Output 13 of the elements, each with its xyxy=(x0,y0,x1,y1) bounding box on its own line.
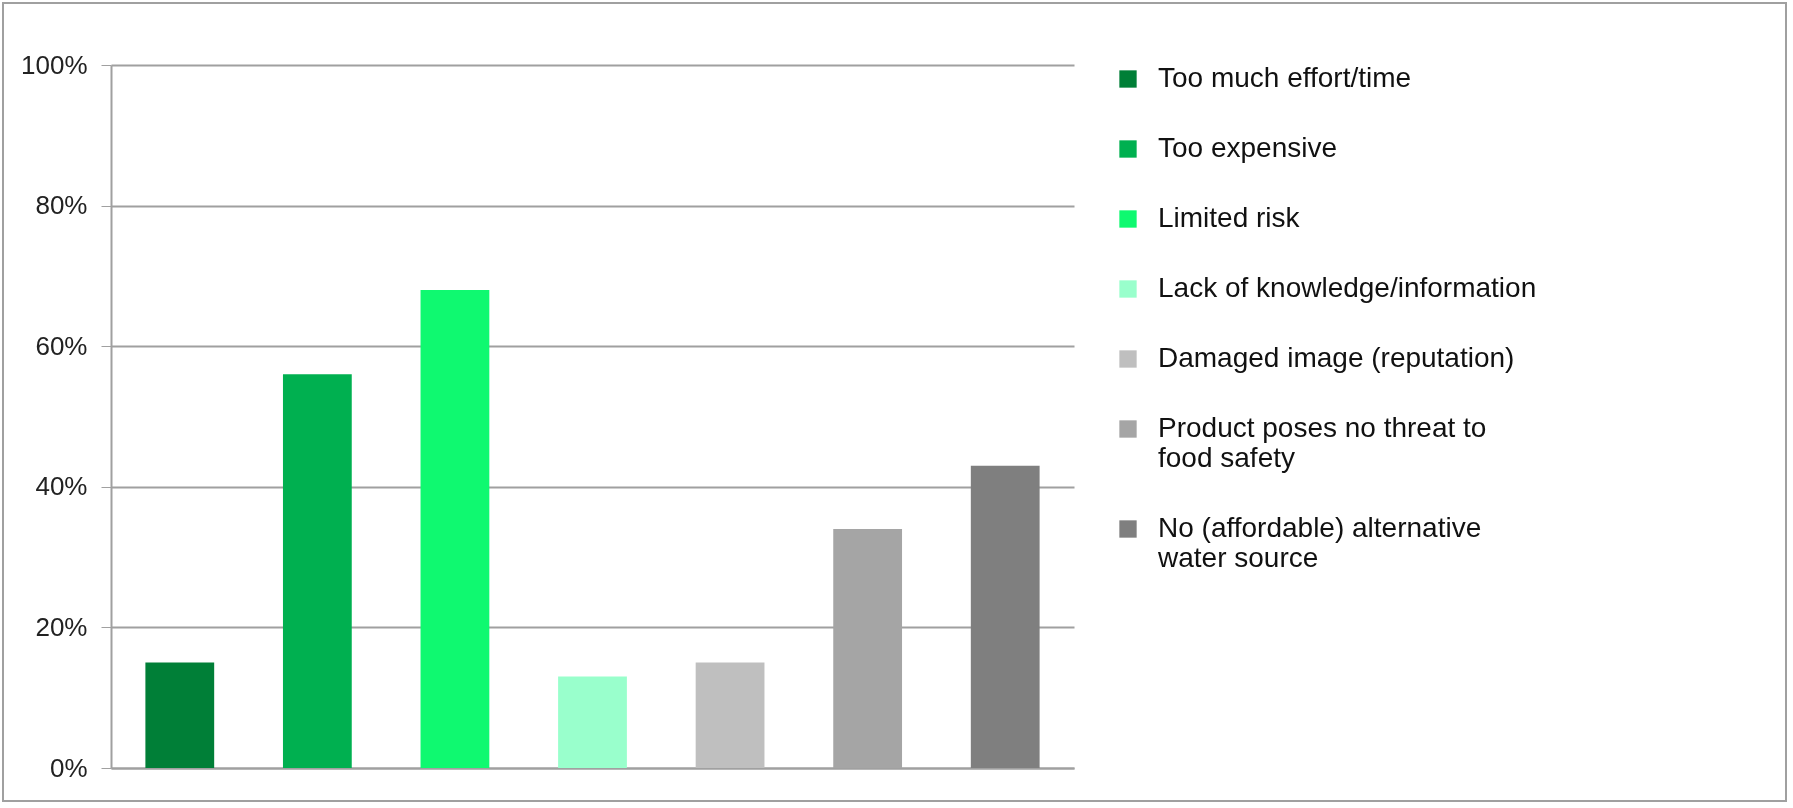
legend-label: No (affordable) alternative water source xyxy=(1157,512,1482,573)
legend-label: Limited risk xyxy=(1158,202,1301,233)
legend-label: Too expensive xyxy=(1158,132,1338,163)
legend-label: Product poses no threat to food safety xyxy=(1158,412,1487,473)
legend-label: Too much effort/time xyxy=(1158,62,1412,93)
legend-label: Damaged image (reputation) xyxy=(1158,342,1515,373)
y-tick-label: 100% xyxy=(21,49,88,80)
y-tick-label: 60% xyxy=(35,330,88,361)
y-tick-label: 20% xyxy=(35,611,88,642)
y-tick-label: 0% xyxy=(49,752,88,783)
y-tick-label: 80% xyxy=(35,190,88,221)
y-tick-label: 40% xyxy=(35,471,88,502)
legend-label: Lack of knowledge/information xyxy=(1158,272,1537,303)
